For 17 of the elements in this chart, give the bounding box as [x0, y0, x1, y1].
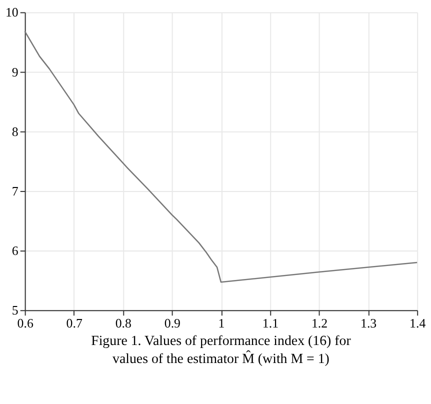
- x-tick-label: 0.7: [66, 316, 83, 331]
- y-tick-label: 6: [12, 243, 19, 258]
- x-tick-label: 0.6: [17, 316, 34, 331]
- x-tick-label: 0.9: [164, 316, 180, 331]
- x-tick-label: 0.8: [115, 316, 132, 331]
- y-tick-label: 10: [5, 4, 18, 20]
- y-tick-label: 8: [12, 124, 18, 139]
- caption: Figure 1. Values of performance index (16) for values of the estimator M̂ (with M = 1): [91, 334, 352, 367]
- x-tick-label: 1.4: [410, 316, 426, 331]
- y-tick-label: 5: [12, 302, 18, 318]
- line-series: [24, 30, 418, 283]
- x-tick-label: 1: [218, 316, 225, 331]
- x-tick-label: 1.1: [262, 316, 279, 331]
- x-tick-label: 1.2: [311, 316, 328, 331]
- y-tick-label: 7: [12, 183, 19, 198]
- x-tick-label: 1.3: [360, 316, 377, 331]
- y-tick-label: 9: [12, 64, 18, 80]
